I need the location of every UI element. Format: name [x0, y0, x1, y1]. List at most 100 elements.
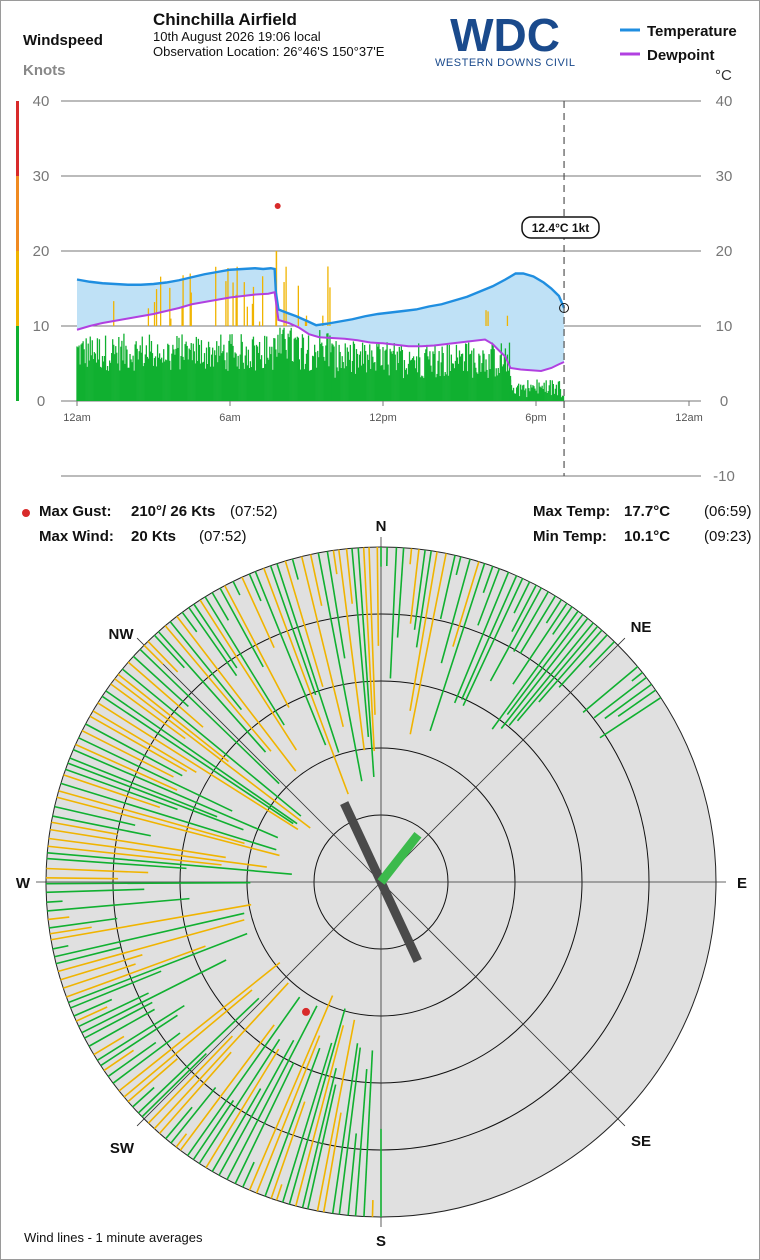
- right-axis-tick-label: 0: [720, 393, 728, 410]
- max-temp-time: (06:59): [704, 503, 752, 520]
- wind-line: [56, 796, 280, 857]
- wind-line: [512, 602, 568, 685]
- wind-line: [491, 610, 579, 730]
- wind-line: [193, 603, 238, 669]
- wind-line: [63, 963, 136, 989]
- direction-spoke: [380, 637, 626, 883]
- legend-dewpoint-label: Dewpoint: [647, 47, 715, 64]
- wind-line: [552, 606, 573, 635]
- wind-line: [175, 1133, 188, 1148]
- wind-line: [211, 592, 230, 621]
- wind-line: [118, 962, 281, 1092]
- compass-nw: NW: [109, 626, 135, 643]
- wind-line: [47, 897, 190, 912]
- wind-line: [165, 1106, 193, 1140]
- wind-line: [558, 634, 608, 688]
- min-temp-label: Min Temp:: [533, 528, 607, 545]
- wind-line: [347, 1133, 358, 1216]
- wind-line: [516, 625, 599, 722]
- readout-box: [521, 216, 600, 239]
- wind-line: [78, 737, 233, 812]
- wind-lines: [46, 547, 662, 1217]
- observation-datetime: 10th August 2026 19:06 local: [153, 29, 321, 44]
- wind-line: [46, 900, 63, 903]
- polar-markers: [302, 801, 422, 1016]
- compass-sw: SW: [110, 1140, 135, 1157]
- x-axis-tick-label: 6pm: [525, 412, 546, 424]
- wind-line: [588, 641, 615, 668]
- timeseries-markers: 12.4°C 1kt: [274, 101, 600, 476]
- wind-line: [78, 992, 149, 1028]
- wind-line: [226, 1005, 318, 1180]
- current-temp-marker: [559, 303, 570, 313]
- compass-se: SE: [631, 1133, 651, 1150]
- wind-line: [453, 571, 510, 704]
- timeseries-axes: 0 10 20 30 40 -10 0 10 20 30 40 12am 6am 12pm 6pm 12am: [33, 93, 735, 485]
- wind-line: [270, 1101, 306, 1199]
- wind-line: [396, 547, 405, 638]
- wind-line: [409, 551, 438, 711]
- wind-line: [46, 867, 149, 874]
- wind-line: [455, 556, 462, 576]
- wind-line: [254, 571, 327, 746]
- wind-line: [199, 599, 298, 751]
- wind-line: [284, 560, 324, 687]
- polar-grid: [36, 537, 726, 1227]
- wind-line: [188, 607, 238, 677]
- wind-line: [139, 648, 280, 785]
- wind-line: [103, 1049, 135, 1072]
- wind-line: [599, 697, 662, 739]
- left-axis-tick-label: 10: [33, 318, 50, 335]
- wind-line: [500, 617, 589, 730]
- wind-line: [224, 585, 290, 708]
- wind-line: [248, 995, 334, 1191]
- wind-line: [49, 926, 92, 935]
- wind-line: [281, 1042, 333, 1203]
- windspeed-title: Windspeed: [23, 32, 103, 49]
- wind-rose: N S W E NW NE SW SE: [16, 518, 747, 1250]
- wind-line: [52, 815, 151, 837]
- wind-line: [81, 729, 174, 778]
- compass-s: S: [376, 1233, 386, 1250]
- wind-line: [409, 548, 413, 565]
- wind-line: [192, 1099, 235, 1161]
- wind-line: [143, 644, 164, 665]
- wind-line: [248, 573, 262, 602]
- wind-line: [631, 671, 643, 682]
- current-wind-bar: [377, 831, 422, 885]
- max-gust-point: [302, 1007, 310, 1016]
- right-axis-tick-label: 20: [716, 243, 733, 260]
- compass-ne: NE: [631, 619, 652, 636]
- wind-line: [114, 678, 311, 829]
- wind-line: [337, 549, 366, 751]
- wind-line: [55, 946, 121, 965]
- wind-line: [363, 1050, 374, 1217]
- compass-e: E: [737, 875, 747, 892]
- wind-line: [132, 655, 189, 708]
- temperature-lines: [76, 267, 566, 373]
- wind-line: [60, 782, 277, 851]
- wind-line: [219, 587, 264, 668]
- wind-line: [47, 852, 292, 875]
- left-axis-tick-label: 30: [33, 168, 50, 185]
- wind-line: [110, 683, 186, 740]
- wind-line: [97, 702, 299, 831]
- temperature-dewpoint-fill: [77, 268, 565, 371]
- wind-line: [357, 547, 375, 777]
- wind-line: [242, 1161, 255, 1188]
- max-wind-time: (07:52): [199, 528, 247, 545]
- wind-line: [368, 547, 376, 715]
- wind-line: [309, 554, 323, 606]
- wind-line: [362, 547, 376, 752]
- direction-spoke: [136, 637, 382, 883]
- wind-line: [112, 1032, 181, 1084]
- wind-line: [326, 551, 346, 659]
- right-axis-tick-label: 10: [716, 318, 733, 335]
- wind-line: [263, 567, 349, 795]
- max-temp-label: Max Temp:: [533, 503, 611, 520]
- wind-line: [186, 996, 301, 1157]
- dewpoint-line: [76, 291, 565, 373]
- wind-line: [123, 989, 253, 1098]
